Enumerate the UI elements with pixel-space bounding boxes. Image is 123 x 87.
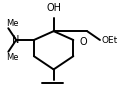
Text: OEt: OEt (102, 35, 118, 45)
Text: O: O (79, 37, 87, 47)
Text: Me: Me (6, 19, 19, 28)
Text: OH: OH (46, 3, 61, 13)
Text: N: N (13, 35, 20, 45)
Text: Me: Me (6, 53, 19, 62)
